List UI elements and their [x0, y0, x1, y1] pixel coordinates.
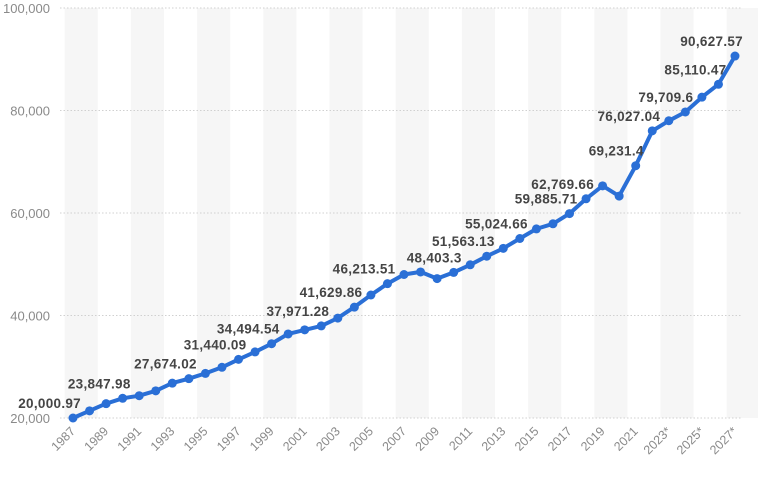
x-tick-label: 2005	[346, 424, 376, 454]
series-line	[68, 51, 740, 423]
data-point	[548, 219, 558, 229]
data-point	[101, 399, 111, 409]
column-band	[395, 8, 429, 418]
data-point	[465, 260, 475, 270]
x-tick-label: 2011	[446, 424, 475, 453]
data-label: 46,213.51	[333, 262, 396, 277]
x-tick-label: 2019	[578, 424, 608, 454]
y-tick-label: 80,000	[10, 104, 50, 119]
data-point	[565, 209, 574, 219]
x-tick-label: 2017	[545, 424, 575, 454]
data-label: 76,027.04	[597, 109, 660, 124]
data-point	[631, 161, 641, 171]
data-point	[167, 378, 177, 388]
data-point	[250, 347, 260, 357]
data-label: 62,769.66	[531, 177, 594, 192]
column-band	[263, 8, 297, 418]
data-point	[432, 274, 442, 284]
x-tick-label: 2009	[413, 424, 443, 454]
column-band	[726, 8, 758, 418]
data-point	[730, 51, 740, 61]
data-point	[366, 290, 376, 300]
data-label: 85,110.47	[664, 62, 726, 77]
data-point	[151, 386, 161, 396]
data-point	[680, 107, 690, 117]
y-tick-label: 40,000	[10, 309, 50, 324]
data-label: 37,971.28	[266, 304, 329, 319]
data-point	[200, 368, 210, 378]
x-tick-label: 1989	[82, 424, 112, 454]
x-tick-label: 2003	[313, 424, 343, 454]
data-point	[399, 270, 409, 279]
data-point	[498, 243, 508, 253]
x-tick-label: 2013	[479, 424, 509, 454]
data-point	[316, 321, 326, 331]
data-point	[664, 116, 674, 126]
data-point	[531, 224, 541, 234]
data-point	[85, 406, 95, 416]
data-label: 79,709.6	[638, 90, 693, 105]
x-tick-label: 1997	[214, 424, 244, 454]
data-label: 51,563.13	[432, 234, 495, 249]
data-label: 34,494.54	[217, 322, 280, 337]
x-tick-label: 1991	[115, 424, 145, 454]
x-tick-label: 2027*	[707, 424, 740, 457]
data-point	[382, 279, 392, 289]
data-point	[713, 79, 723, 89]
y-tick-label: 20,000	[10, 411, 50, 426]
x-axis: 1987 1989 1991 1993 1995 1997 1999 2001 2003 2005…	[49, 424, 741, 457]
data-point	[449, 267, 459, 277]
x-tick-label: 2021	[611, 424, 641, 454]
x-tick-label: 1993	[148, 424, 178, 454]
data-point	[184, 374, 194, 384]
data-point	[697, 92, 707, 102]
x-tick-label: 2007	[380, 424, 410, 454]
data-label: 31,440.09	[184, 337, 247, 352]
data-point	[416, 267, 426, 277]
data-label: 69,231.4	[589, 144, 644, 159]
x-tick-label: 2025*	[674, 424, 707, 457]
data-label: 20,000.97	[18, 396, 81, 411]
x-tick-label: 1995	[181, 424, 211, 454]
data-point	[118, 393, 128, 403]
data-point	[515, 233, 525, 243]
data-point	[283, 329, 293, 339]
y-tick-label: 100,000	[3, 1, 50, 16]
x-tick-label: 2001	[280, 424, 310, 454]
data-label: 59,885.71	[515, 192, 578, 207]
data-point	[134, 391, 144, 401]
x-tick-label: 2023*	[641, 424, 674, 457]
data-label: 41,629.86	[300, 285, 363, 300]
data-label: 27,674.02	[134, 357, 197, 372]
y-axis: 20,000 40,000 60,000 80,000 100,000	[3, 1, 50, 426]
data-point	[349, 302, 359, 312]
data-point	[598, 181, 608, 191]
data-label: 55,024.66	[465, 216, 528, 231]
x-tick-label: 1999	[247, 424, 277, 454]
data-point	[300, 325, 310, 335]
data-point	[333, 313, 343, 323]
data-point	[234, 354, 243, 364]
data-point	[647, 126, 657, 136]
gridlines	[60, 7, 742, 419]
data-point	[482, 251, 492, 261]
data-point	[267, 339, 277, 349]
y-tick-label: 60,000	[10, 206, 50, 221]
data-point	[68, 413, 78, 423]
data-label: 23,847.98	[68, 376, 131, 391]
x-tick-label: 2015	[512, 424, 542, 454]
data-label: 90,627.57	[680, 34, 743, 49]
column-band	[329, 8, 363, 418]
data-label: 48,403.3	[407, 250, 462, 265]
x-tick-label: 1987	[49, 424, 79, 454]
data-point	[614, 191, 624, 201]
data-point	[217, 362, 227, 372]
data-point	[581, 194, 591, 204]
